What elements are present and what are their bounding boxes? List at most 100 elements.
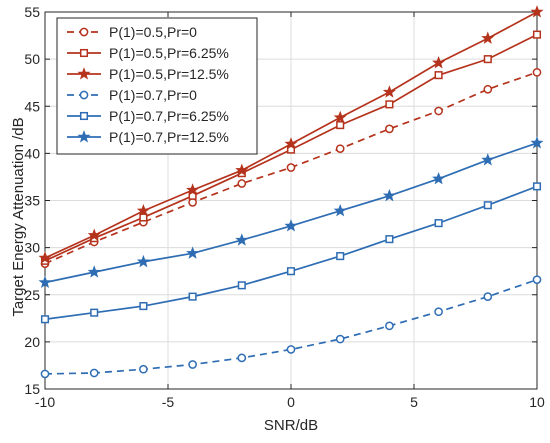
data-point (286, 267, 296, 276)
legend-marker (79, 48, 89, 58)
data-point (40, 369, 50, 379)
legend-entry: P(1)=0.5,Pr=12.5% (67, 66, 229, 82)
legend-label: P(1)=0.5,Pr=6.25% (109, 45, 229, 61)
data-point (237, 281, 246, 290)
y-tick-label: 30 (24, 240, 40, 256)
data-point (483, 201, 492, 210)
data-point (385, 321, 394, 331)
data-point (385, 235, 394, 244)
data-point (434, 307, 443, 317)
data-point (335, 334, 345, 344)
y-tick-label: 35 (24, 193, 40, 209)
data-point (432, 171, 446, 185)
data-point (235, 233, 249, 246)
data-point (532, 30, 542, 39)
data-point (90, 308, 99, 317)
x-tick-label: 0 (287, 394, 295, 410)
y-tick-label: 50 (24, 51, 40, 67)
series-6 (38, 136, 544, 289)
legend-entry: P(1)=0.5,Pr=0 (67, 24, 197, 40)
legend-marker (77, 67, 91, 80)
legend-entry: P(1)=0.7,Pr=6.25% (67, 108, 229, 124)
data-point (284, 219, 298, 232)
data-point (87, 265, 101, 278)
data-point (237, 353, 247, 363)
data-point (483, 55, 492, 64)
data-point (336, 121, 345, 130)
y-tick-label: 45 (24, 98, 40, 114)
data-point (382, 85, 396, 98)
legend-marker (79, 111, 89, 121)
data-point (532, 67, 542, 77)
data-point (38, 251, 52, 264)
series-4 (40, 275, 542, 379)
data-point (237, 179, 247, 188)
data-point (336, 252, 345, 261)
data-point (186, 183, 200, 196)
legend-marker (77, 130, 91, 143)
legend-marker (79, 27, 89, 37)
data-point (382, 188, 396, 202)
data-point (139, 302, 148, 311)
x-tick-label: -5 (162, 394, 175, 410)
data-point (333, 110, 347, 124)
data-point (186, 246, 200, 259)
legend-label: P(1)=0.7,Pr=12.5% (109, 129, 229, 145)
data-point (333, 204, 347, 217)
x-axis-label: SNR/dB (264, 417, 318, 434)
legend-entry: P(1)=0.7,Pr=0 (67, 87, 197, 103)
legend-label: P(1)=0.5,Pr=0 (109, 24, 197, 40)
data-point (434, 219, 443, 228)
x-tick-label: -10 (35, 394, 55, 410)
legend-entry: P(1)=0.5,Pr=6.25% (67, 45, 229, 61)
data-point (38, 275, 52, 289)
data-point (385, 124, 394, 134)
data-point (188, 198, 197, 207)
data-point (530, 5, 544, 18)
data-point (136, 254, 150, 268)
legend-label: P(1)=0.5,Pr=12.5% (109, 66, 229, 82)
y-tick-label: 25 (24, 287, 40, 303)
data-point (286, 345, 296, 354)
series-5 (40, 182, 542, 324)
y-tick-label: 15 (24, 381, 40, 397)
data-point (284, 137, 298, 150)
data-point (87, 228, 101, 241)
axes: -10 -5 0 5 10 15 20 25 30 35 40 45 50 55 (24, 4, 545, 410)
data-point (434, 106, 443, 116)
legend-label: P(1)=0.7,Pr=0 (109, 87, 197, 103)
data-point (483, 292, 493, 301)
y-tick-label: 55 (24, 4, 40, 20)
data-point (139, 364, 148, 374)
legend-entry: P(1)=0.7,Pr=12.5% (67, 129, 229, 145)
legend-label: P(1)=0.7,Pr=6.25% (109, 108, 229, 124)
data-point (434, 71, 443, 80)
data-point (286, 163, 296, 172)
legend-box (56, 17, 258, 155)
data-point (40, 315, 50, 324)
series-3 (38, 5, 544, 264)
data-point (532, 182, 542, 191)
data-point (139, 213, 148, 222)
data-point (481, 153, 495, 166)
x-tick-label: 5 (410, 394, 418, 410)
data-point (235, 163, 249, 176)
data-point (530, 136, 544, 149)
y-axis-label: Target Energy Attenuation /dB (10, 117, 27, 316)
data-point (483, 84, 493, 94)
data-point (481, 31, 495, 44)
legend-marker (79, 90, 89, 100)
series-group (38, 5, 544, 379)
data-point (432, 56, 446, 69)
data-point (385, 100, 394, 109)
data-point (136, 204, 150, 217)
y-tick-label: 40 (24, 145, 40, 161)
data-point (89, 368, 99, 378)
data-point (335, 144, 345, 154)
legend: P(1)=0.5,Pr=0 P(1)=0.5,Pr=6.25% P(1)=0.5,P… (56, 17, 258, 155)
data-point (188, 360, 197, 369)
x-tick-label: 10 (529, 394, 545, 410)
y-tick-label: 20 (24, 334, 40, 350)
